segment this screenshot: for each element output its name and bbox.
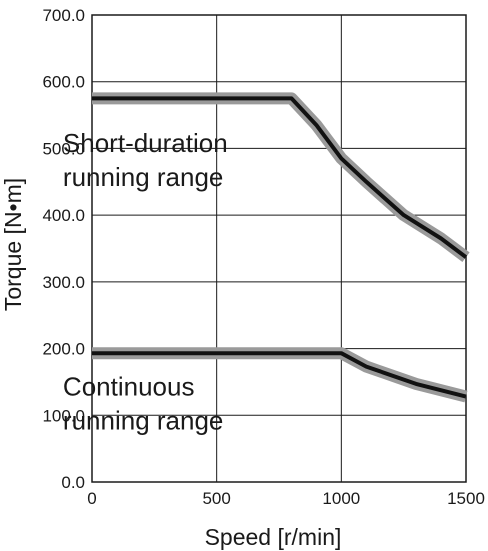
region-annotation-line: running range <box>63 405 223 435</box>
y-axis-title: Torque [N•m] <box>0 178 26 311</box>
y-tick-label: 0.0 <box>61 473 85 492</box>
region-annotation-line: running range <box>63 162 223 192</box>
series-line <box>92 351 467 399</box>
y-tick-label: 600.0 <box>42 73 85 92</box>
series-group <box>92 92 470 403</box>
region-annotation-line: Continuous <box>63 371 195 401</box>
x-axis-title: Speed [r/min] <box>205 524 342 550</box>
region-annotations: Short-duration running range Continuous run… <box>63 128 228 436</box>
x-tick-label: 0 <box>87 489 96 508</box>
x-tick-label: 1000 <box>322 489 360 508</box>
x-axis-tick-labels: 0 500 1000 1500 <box>87 489 485 508</box>
y-tick-label: 100.0 <box>42 406 85 425</box>
y-tick-label: 700.0 <box>42 6 85 25</box>
plot-area-frame <box>91 14 467 483</box>
y-tick-label: 400.0 <box>42 206 85 225</box>
x-tick-label: 500 <box>202 489 230 508</box>
series-line <box>92 96 468 259</box>
region-annotation-line: Short-duration <box>63 128 228 158</box>
y-tick-label: 300.0 <box>42 273 85 292</box>
y-tick-label: 500.0 <box>42 139 85 158</box>
y-tick-label: 200.0 <box>42 340 85 359</box>
y-axis-tick-labels: 0.0 100.0 200.0 300.0 400.0 500.0 600.0 700.0 <box>42 6 85 492</box>
x-tick-label: 1500 <box>447 489 485 508</box>
